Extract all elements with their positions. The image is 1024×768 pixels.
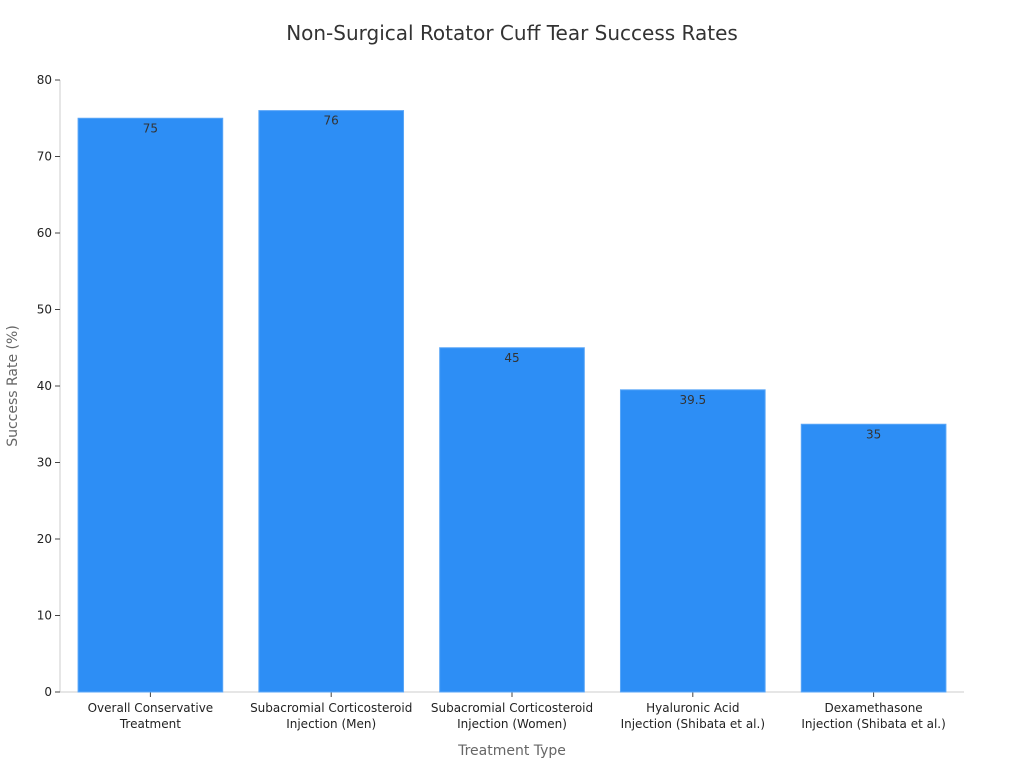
- x-tick-label: Injection (Women): [457, 717, 567, 731]
- bar-value-label: 35: [866, 427, 881, 441]
- category-labels: Overall Conservative Treatment Subacromial…: [88, 701, 946, 731]
- x-tick-label: Injection (Shibata et al.): [801, 717, 945, 731]
- y-axis: 0 10 20 30 40 50 60 70 80: [37, 73, 61, 699]
- x-tick-label: Injection (Shibata et al.): [621, 717, 765, 731]
- bar: [258, 110, 405, 693]
- y-tick-label: 0: [44, 685, 52, 699]
- y-tick-label: 70: [37, 150, 52, 164]
- bar: [619, 389, 766, 693]
- y-tick-label: 80: [37, 73, 52, 87]
- y-tick-label: 60: [37, 226, 52, 240]
- x-tick-label: Subacromial Corticosteroid: [431, 701, 593, 715]
- y-tick-label: 10: [37, 609, 52, 623]
- bar-value-label: 76: [324, 114, 339, 128]
- y-axis-title: Success Rate (%): [5, 325, 21, 447]
- x-tick-label: Treatment: [119, 717, 181, 731]
- data-labels: 75 76 45 39.5 35: [143, 114, 881, 442]
- x-tick-label: Subacromial Corticosteroid: [250, 701, 412, 715]
- bar: [77, 117, 224, 693]
- y-tick-label: 40: [37, 379, 52, 393]
- y-tick-label: 20: [37, 532, 52, 546]
- chart-title: Non-Surgical Rotator Cuff Tear Success R…: [286, 21, 738, 45]
- x-tick-label: Dexamethasone: [825, 701, 923, 715]
- x-tick-label: Hyaluronic Acid: [646, 701, 739, 715]
- y-tick-label: 30: [37, 456, 52, 470]
- x-axis: [60, 691, 964, 697]
- bar-value-label: 75: [143, 121, 158, 135]
- bars: [77, 110, 947, 693]
- bar-value-label: 39.5: [679, 393, 706, 407]
- bar-value-label: 45: [504, 351, 519, 365]
- x-axis-title: Treatment Type: [457, 743, 566, 759]
- x-tick-label: Injection (Men): [286, 717, 376, 731]
- y-tick-label: 50: [37, 303, 52, 317]
- bar: [800, 423, 947, 693]
- bar: [439, 347, 585, 693]
- x-tick-label: Overall Conservative: [88, 701, 214, 715]
